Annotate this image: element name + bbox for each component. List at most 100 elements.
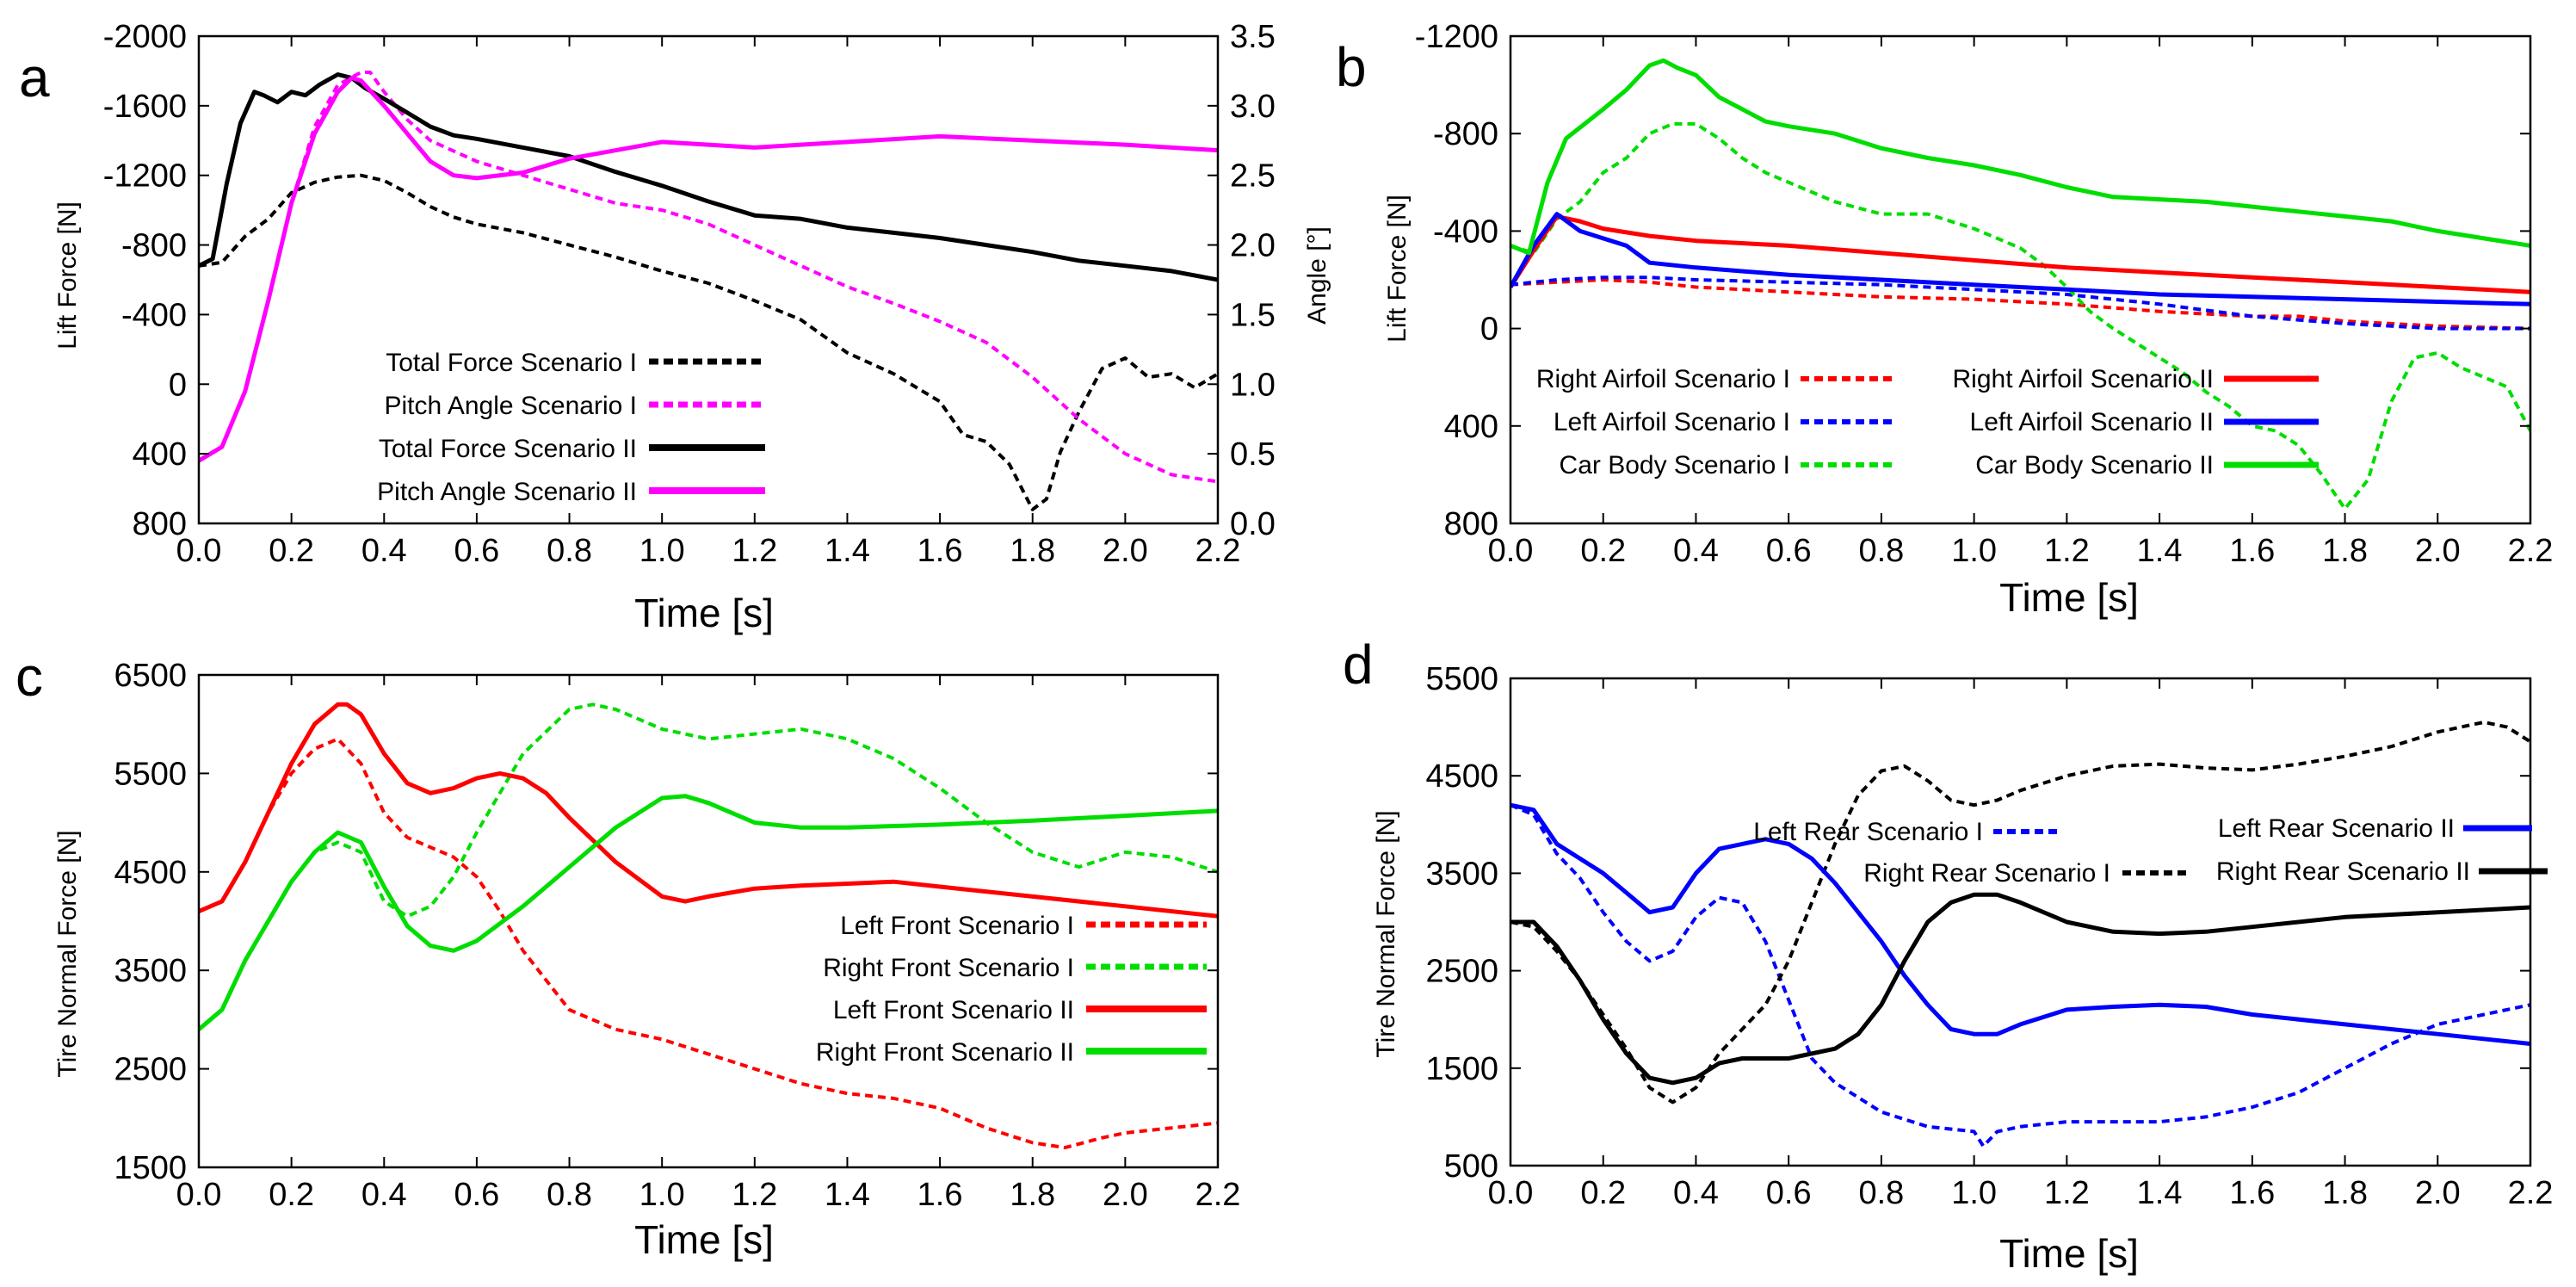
y-tick-label: 2500	[1425, 954, 1498, 990]
x-tick-label: 0.8	[1858, 1175, 1904, 1211]
x-tick-label: 2.2	[2508, 1175, 2554, 1211]
panel-c: c Time [s] Tire Normal Force [N] 0.0 0.2 0…	[15, 646, 1240, 1262]
x-tick-label: 1.4	[825, 533, 870, 569]
y-tick-label: 0	[1480, 312, 1498, 348]
x-tick-label: 0.2	[269, 533, 314, 569]
x-tick-label: 0.0	[1488, 1175, 1534, 1211]
x-tick-label: 1.0	[1951, 533, 1997, 569]
x-tick-label: 1.2	[732, 1177, 777, 1213]
legend-label: Right Rear Scenario II	[2216, 857, 2470, 886]
x-tick-label: 0.4	[361, 533, 407, 569]
y-tick-label: -1200	[1415, 19, 1498, 55]
legend-label: Left Rear Scenario II	[2218, 814, 2455, 843]
series-line-6	[1510, 58, 2530, 256]
legend-label: Right Airfoil Scenario I	[1536, 365, 1790, 393]
panel-b-ticks: 0.0 0.2 0.4 0.6 0.8 1.0 1.2 1.4 1.6 1.8 2.0 2.2 -120…	[1415, 19, 2554, 569]
panel-d-letter: d	[1343, 634, 1374, 696]
panel-c-legend: Left Front Scenario I Right Front Scenari…	[816, 912, 1207, 1067]
x-tick-label: 0.0	[176, 1177, 222, 1213]
y-tick-label: 1500	[1425, 1051, 1498, 1087]
panel-b-letter: b	[1336, 36, 1367, 98]
x-tick-label: 2.2	[2508, 533, 2554, 569]
panel-d: d Time [s] Tire Normal Force [N] 0.0 0.2 0…	[1343, 634, 2553, 1276]
y-tick-label: -400	[121, 297, 187, 333]
series-line-3	[199, 702, 1218, 919]
legend-label: Left Rear Scenario I	[1753, 818, 1983, 846]
y-tick-label: -1600	[103, 89, 187, 125]
panel-b: b Time [s] Lift Force [N] 0.0 0.2 0.4 0.6 0.…	[1336, 19, 2553, 620]
y-tick-label: -1200	[103, 158, 187, 195]
panel-d-ticks: 0.0 0.2 0.4 0.6 0.8 1.0 1.2 1.4 1.6 1.8 2.0 2.2 5500…	[1425, 661, 2553, 1211]
x-tick-label: 1.6	[2229, 533, 2275, 569]
panel-a-ticks: 0.0 0.2 0.4 0.6 0.8 1.0 1.2 1.4 1.6 1.8 2.0 2.2 -200…	[103, 19, 1276, 569]
x-tick-label: 2.2	[1195, 1177, 1241, 1213]
legend-label: Pitch Angle Scenario I	[384, 392, 637, 420]
series-line-1	[1510, 278, 2530, 331]
y-tick-label: 800	[133, 506, 187, 542]
y-tick-label: 5500	[1425, 661, 1498, 697]
series-line-4	[199, 76, 1218, 463]
x-tick-label: 0.4	[361, 1177, 407, 1213]
panel-d-ylabel: Tire Normal Force [N]	[1372, 810, 1400, 1057]
legend-label: Left Airfoil Scenario I	[1554, 408, 1790, 436]
x-tick-label: 1.6	[2229, 1175, 2275, 1211]
x-tick-label: 0.6	[454, 533, 499, 569]
legend-label: Right Front Scenario II	[816, 1038, 1074, 1067]
panel-c-ylabel: Tire Normal Force [N]	[53, 830, 82, 1077]
y-tick-label: 1500	[114, 1150, 187, 1186]
x-tick-label: 0.8	[547, 1177, 592, 1213]
legend-label: Right Airfoil Scenario II	[1953, 365, 2214, 393]
x-tick-label: 1.8	[1010, 1177, 1055, 1213]
x-tick-label: 0.8	[1858, 533, 1904, 569]
x-tick-label: 0.6	[1766, 1175, 1812, 1211]
series-line-1	[1510, 803, 2530, 1148]
legend-label: Car Body Scenario II	[1975, 451, 2214, 480]
x-tick-label: 0.0	[1488, 533, 1534, 569]
panel-c-frame	[197, 673, 1220, 1169]
y-tick-label: -800	[121, 228, 187, 264]
x-tick-label: 1.8	[2322, 533, 2368, 569]
panel-a-letter: a	[19, 46, 50, 108]
series-line-2	[199, 71, 1218, 484]
y2-tick-label: 1.5	[1230, 297, 1276, 333]
panel-b-series	[1510, 58, 2530, 510]
legend-label: Right Rear Scenario I	[1863, 859, 2110, 888]
panel-c-ticks: 0.0 0.2 0.4 0.6 0.8 1.0 1.2 1.4 1.6 1.8 2.0 2.2 6500…	[114, 658, 1240, 1213]
legend-label: Car Body Scenario I	[1560, 451, 1790, 480]
x-tick-label: 0.0	[176, 533, 222, 569]
x-tick-label: 2.0	[1103, 1177, 1148, 1213]
y-tick-label: 3500	[114, 953, 187, 989]
y-tick-label: 800	[1444, 506, 1498, 542]
panel-d-series	[1510, 720, 2530, 1148]
panel-a: a Time [s] Lift Force [N] Angle [°] 0.0 0…	[19, 19, 1331, 635]
y2-tick-label: 0.0	[1230, 506, 1276, 542]
x-tick-label: 1.4	[2137, 1175, 2183, 1211]
panel-d-legend: Left Rear Scenario I Right Rear Scenario …	[1753, 814, 2548, 888]
series-line-4	[199, 794, 1218, 1031]
series-line-2	[1510, 720, 2530, 1104]
x-tick-label: 2.0	[1103, 533, 1148, 569]
x-tick-label: 1.8	[2322, 1175, 2368, 1211]
y2-tick-label: 2.5	[1230, 158, 1276, 195]
panel-b-legend: Right Airfoil Scenario I Left Airfoil Sce…	[1536, 365, 2319, 480]
panel-c-series	[199, 702, 1218, 1150]
x-tick-label: 1.6	[917, 533, 963, 569]
panel-b-xlabel: Time [s]	[1999, 575, 2139, 620]
y-tick-label: -400	[1433, 213, 1498, 250]
series-line-3	[1510, 802, 2530, 1046]
x-tick-label: 1.8	[1010, 533, 1055, 569]
y-tick-label: 400	[1444, 409, 1498, 445]
legend-label: Left Airfoil Scenario II	[1970, 408, 2214, 436]
series-line-1	[199, 173, 1218, 511]
panel-a-y2label: Angle [°]	[1303, 226, 1331, 325]
panel-a-frame	[197, 34, 1220, 525]
y-tick-label: 500	[1444, 1148, 1498, 1185]
x-tick-label: 2.0	[2415, 1175, 2461, 1211]
y2-tick-label: 0.5	[1230, 436, 1276, 473]
x-tick-label: 1.6	[917, 1177, 963, 1213]
x-tick-label: 0.2	[269, 1177, 314, 1213]
x-tick-label: 1.0	[1951, 1175, 1997, 1211]
series-line-1	[199, 737, 1218, 1150]
x-tick-label: 1.2	[2044, 1175, 2090, 1211]
